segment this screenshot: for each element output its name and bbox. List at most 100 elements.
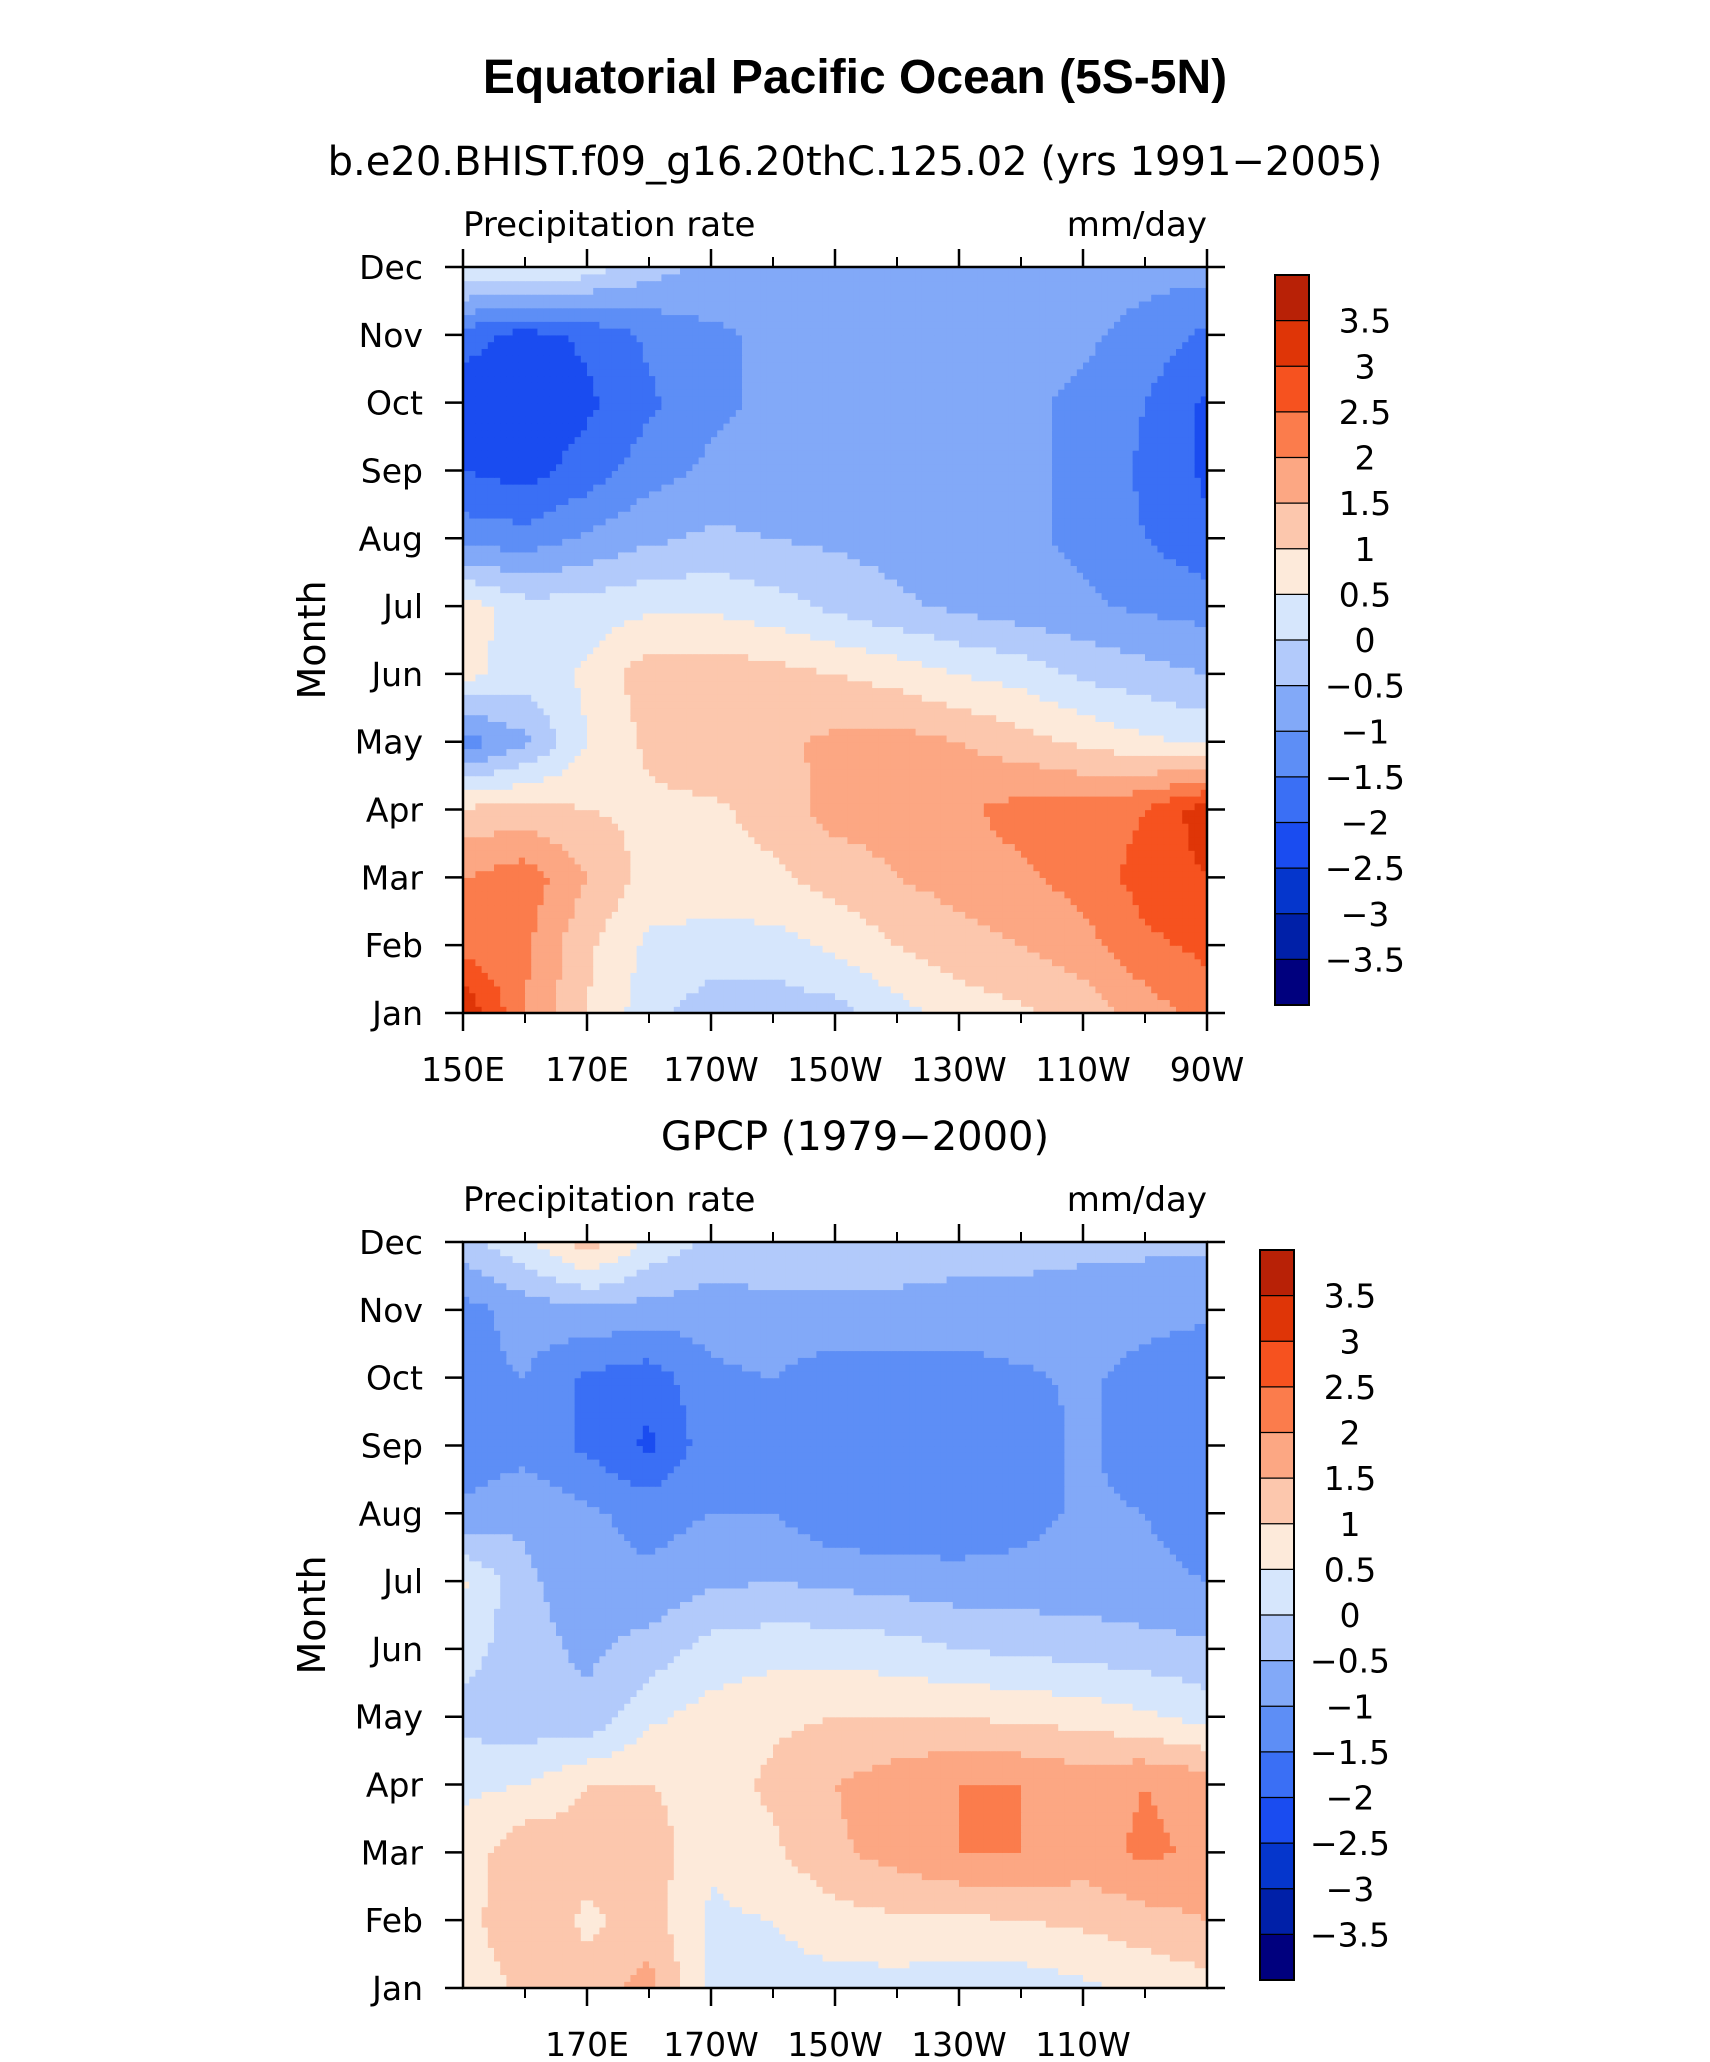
contour-cell [1058, 870, 1065, 878]
contour-cell [853, 768, 861, 777]
contour-cell [487, 728, 495, 736]
contour-cell [1200, 782, 1208, 790]
contour-cell [841, 843, 848, 851]
contour-cell [556, 728, 563, 736]
contour-cell [1039, 768, 1047, 777]
contour-cell [928, 863, 935, 872]
contour-cell [649, 829, 656, 838]
contour-cell [574, 979, 582, 987]
contour-cell [729, 741, 737, 750]
contour-cell [605, 972, 613, 980]
contour-cell [543, 992, 551, 1001]
contour-cell [878, 816, 886, 824]
contour-cell [698, 877, 706, 885]
contour-cell [977, 938, 985, 946]
contour-cell [971, 877, 979, 885]
contour-cell [1014, 965, 1022, 973]
contour-cell [791, 782, 799, 790]
contour-cell [525, 823, 532, 831]
contour-cell [835, 884, 842, 892]
contour-cell [723, 870, 731, 878]
contour-cell [692, 768, 700, 777]
contour-cell [673, 863, 681, 872]
contour-cell [1188, 816, 1196, 824]
contour-cell [723, 863, 731, 872]
contour-cell [785, 904, 793, 912]
contour-cell [543, 938, 551, 946]
contour-cell [562, 789, 569, 797]
contour-cell [816, 958, 824, 967]
contour-cell [1083, 768, 1090, 777]
contour-cell [816, 809, 824, 817]
contour-cell [574, 782, 582, 790]
contour-cell [872, 911, 879, 919]
contour-cell [872, 863, 879, 872]
contour-cell [562, 768, 569, 777]
contour-cell [1027, 890, 1034, 899]
contour-cell [1194, 789, 1202, 797]
contour-cell [859, 734, 867, 743]
contour-cell [1169, 924, 1177, 933]
contour-cell [587, 992, 594, 1001]
contour-cell [1039, 802, 1047, 811]
contour-cell [1058, 884, 1065, 892]
contour-cell [866, 965, 873, 973]
contour-cell [711, 755, 718, 763]
contour-cell [525, 918, 532, 926]
contour-cell [816, 734, 824, 743]
contour-cell [661, 789, 669, 797]
contour-cell [934, 985, 941, 994]
contour-cell [692, 829, 700, 838]
contour-cell [1114, 958, 1121, 967]
contour-cell [1101, 999, 1109, 1007]
contour-cell [1188, 958, 1196, 967]
contour-cell [779, 802, 786, 811]
contour-cell [1126, 945, 1134, 953]
contour-cell [872, 755, 879, 763]
contour-cell [748, 992, 755, 1001]
contour-cell [921, 958, 929, 967]
contour-cell [816, 755, 824, 763]
contour-cell [661, 863, 669, 872]
contour-cell [487, 958, 495, 967]
contour-cell [1089, 789, 1096, 797]
contour-cell [562, 782, 569, 790]
contour-cell [704, 999, 712, 1007]
contour-cell [1064, 1006, 1072, 1014]
contour-cell [791, 850, 799, 858]
contour-cell [506, 951, 514, 960]
contour-cell [1095, 809, 1103, 817]
contour-cell [853, 877, 861, 885]
contour-cell [1095, 857, 1103, 865]
contour-cell [828, 931, 836, 939]
contour-cell [1120, 951, 1127, 960]
contour-cell [791, 918, 799, 926]
contour-cell [1058, 843, 1065, 851]
contour-cell [996, 931, 1003, 939]
contour-cell [1169, 809, 1177, 817]
contour-cell [1089, 748, 1096, 756]
contour-cell [630, 897, 638, 906]
contour-cell [934, 857, 941, 865]
contour-cell [1014, 802, 1022, 811]
contour-cell [692, 734, 700, 743]
contour-cell [599, 1006, 607, 1014]
contour-cell [928, 857, 935, 865]
contour-cell [1095, 816, 1103, 824]
contour-cell [971, 836, 979, 845]
contour-cell [711, 877, 718, 885]
contour-cell [723, 768, 731, 777]
contour-cell [952, 918, 960, 926]
contour-cell [934, 823, 941, 831]
contour-cell [469, 741, 476, 750]
contour-cell [773, 728, 780, 736]
contour-cell [475, 870, 483, 878]
contour-cell [766, 924, 774, 933]
contour-cell [537, 809, 545, 817]
contour-cell [971, 823, 979, 831]
contour-cell [500, 762, 507, 770]
contour-cell [1194, 809, 1202, 817]
contour-cell [791, 789, 799, 797]
contour-cell [475, 823, 483, 831]
contour-cell [1095, 972, 1103, 980]
